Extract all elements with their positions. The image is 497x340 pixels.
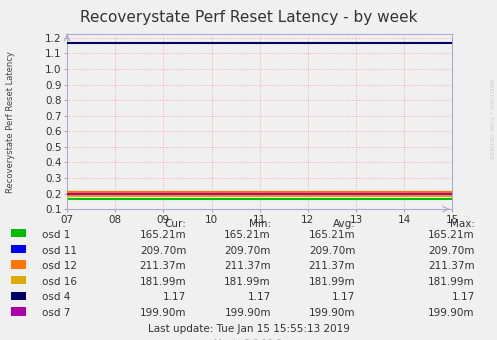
Text: osd 12: osd 12	[42, 261, 77, 271]
Text: osd 16: osd 16	[42, 277, 77, 287]
Text: 181.99m: 181.99m	[224, 277, 271, 287]
Text: Cur:: Cur:	[165, 219, 186, 229]
Text: 209.70m: 209.70m	[309, 245, 355, 256]
Text: 211.37m: 211.37m	[428, 261, 475, 271]
Text: 211.37m: 211.37m	[224, 261, 271, 271]
Text: Munin 2.0.19-3: Munin 2.0.19-3	[214, 339, 283, 340]
Text: 181.99m: 181.99m	[309, 277, 355, 287]
Text: 1.17: 1.17	[451, 292, 475, 303]
Text: 165.21m: 165.21m	[428, 230, 475, 240]
Text: 199.90m: 199.90m	[224, 308, 271, 318]
Text: 1.17: 1.17	[163, 292, 186, 303]
Text: 165.21m: 165.21m	[309, 230, 355, 240]
Text: osd 1: osd 1	[42, 230, 71, 240]
Text: 211.37m: 211.37m	[309, 261, 355, 271]
Text: 199.90m: 199.90m	[140, 308, 186, 318]
Text: 165.21m: 165.21m	[140, 230, 186, 240]
Text: osd 11: osd 11	[42, 245, 77, 256]
Text: Min:: Min:	[248, 219, 271, 229]
Text: 199.90m: 199.90m	[428, 308, 475, 318]
Text: 165.21m: 165.21m	[224, 230, 271, 240]
Text: RRDTOOL / TOBI OETIKER: RRDTOOL / TOBI OETIKER	[488, 79, 493, 159]
Text: 209.70m: 209.70m	[225, 245, 271, 256]
Text: Avg:: Avg:	[332, 219, 355, 229]
Text: 181.99m: 181.99m	[140, 277, 186, 287]
Text: 211.37m: 211.37m	[140, 261, 186, 271]
Text: 199.90m: 199.90m	[309, 308, 355, 318]
Text: 209.70m: 209.70m	[140, 245, 186, 256]
Text: Recoverystate Perf Reset Latency - by week: Recoverystate Perf Reset Latency - by we…	[80, 10, 417, 25]
Text: Last update: Tue Jan 15 15:55:13 2019: Last update: Tue Jan 15 15:55:13 2019	[148, 324, 349, 334]
Text: Max:: Max:	[450, 219, 475, 229]
Text: osd 7: osd 7	[42, 308, 71, 318]
Text: Recoverystate Perf Reset Latency: Recoverystate Perf Reset Latency	[6, 51, 15, 193]
Text: 1.17: 1.17	[332, 292, 355, 303]
Text: osd 4: osd 4	[42, 292, 71, 303]
Text: 181.99m: 181.99m	[428, 277, 475, 287]
Text: 1.17: 1.17	[248, 292, 271, 303]
Text: 209.70m: 209.70m	[428, 245, 475, 256]
